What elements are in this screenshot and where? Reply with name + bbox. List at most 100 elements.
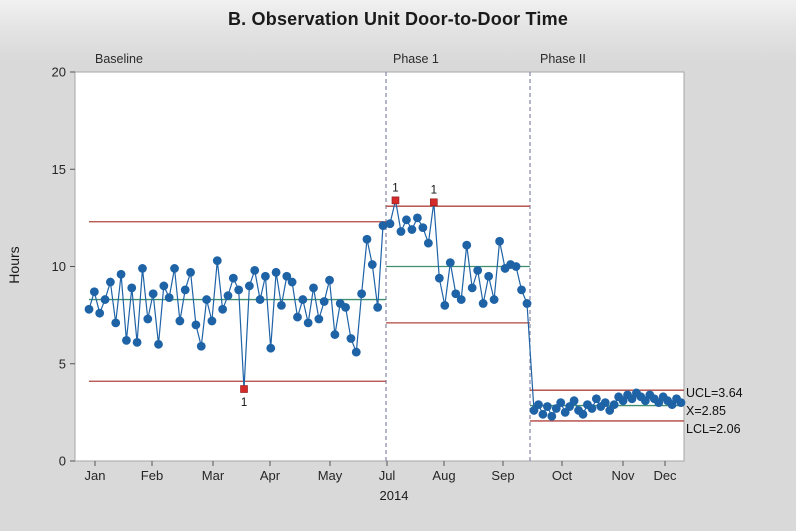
data-point: [418, 223, 428, 233]
data-point: [293, 312, 302, 322]
phase-label-baseline: Baseline: [95, 52, 143, 66]
x-tick-label: Aug: [432, 468, 455, 483]
y-axis-title: Hours: [6, 246, 22, 284]
data-point: [105, 277, 115, 287]
x-tick-label: Dec: [653, 468, 677, 483]
data-point: [609, 400, 619, 409]
x-tick-label: Sep: [491, 468, 514, 483]
data-point: [298, 295, 308, 304]
data-point: [462, 240, 472, 250]
data-point: [255, 295, 265, 304]
data-point: [517, 285, 526, 295]
data-point: [407, 225, 417, 234]
ucl-annotation: UCL=3.64: [686, 386, 743, 400]
data-point: [542, 402, 552, 411]
phase-label-phase-1: Phase 1: [393, 52, 439, 66]
y-tick-label: 0: [59, 454, 66, 469]
data-point: [676, 398, 686, 408]
x-tick-label: May: [318, 468, 343, 483]
data-point: [522, 299, 532, 308]
data-point: [175, 316, 185, 326]
data-point: [362, 234, 372, 244]
data-point: [396, 227, 406, 236]
data-point: [538, 409, 548, 419]
data-point: [330, 330, 340, 339]
data-point: [186, 267, 195, 277]
data-point: [154, 339, 163, 349]
data-point: [378, 221, 388, 231]
data-point: [373, 302, 383, 312]
data-point: [159, 281, 169, 291]
data-point: [95, 308, 105, 318]
x-tick-label: Jul: [379, 468, 396, 483]
chart-title: B. Observation Unit Door-to-Door Time: [227, 9, 569, 29]
data-point: [578, 409, 588, 419]
data-point: [212, 256, 222, 266]
data-point: [478, 299, 488, 308]
data-point: [89, 287, 99, 297]
data-point: [84, 304, 94, 314]
mean-annotation: X=2.85: [686, 404, 726, 418]
data-point: [148, 289, 158, 299]
data-point: [591, 394, 601, 404]
data-point: [122, 336, 131, 345]
data-point: [413, 213, 422, 223]
plot-area: [74, 71, 685, 462]
data-point: [423, 238, 433, 248]
data-point: [600, 398, 610, 408]
data-point: [456, 295, 466, 304]
y-tick-label: 15: [52, 162, 66, 177]
data-point: [228, 273, 238, 283]
data-point: [314, 314, 324, 324]
data-point: [569, 396, 579, 406]
data-point: [282, 271, 292, 281]
data-point: [287, 277, 297, 287]
data-point: [266, 343, 276, 353]
data-point: [116, 269, 126, 279]
x-tick-label: Feb: [141, 468, 163, 483]
data-point: [319, 297, 329, 306]
ooc-point: [430, 198, 438, 207]
x-tick-label: Mar: [202, 468, 225, 483]
phase-label-phase-2: Phase II: [540, 52, 586, 66]
data-point: [346, 334, 356, 343]
data-point: [467, 283, 477, 293]
y-tick-label: 20: [52, 65, 66, 80]
data-point: [351, 347, 361, 357]
x-tick-label: Nov: [611, 468, 635, 483]
data-point: [138, 264, 147, 273]
data-point: [341, 302, 350, 312]
data-point: [547, 411, 557, 421]
data-point: [587, 404, 597, 413]
y-tick-label: 5: [59, 356, 66, 371]
data-point: [100, 295, 110, 304]
data-point: [127, 283, 137, 293]
data-point: [191, 320, 201, 330]
data-point: [534, 400, 543, 409]
data-point: [303, 318, 313, 328]
data-point: [309, 283, 318, 293]
ooc-label: 1: [431, 184, 437, 196]
data-point: [402, 215, 411, 225]
data-point: [556, 398, 566, 408]
ooc-label: 1: [241, 397, 247, 409]
data-point: [473, 265, 483, 275]
data-point: [367, 260, 377, 269]
data-point: [250, 265, 260, 275]
data-point: [111, 318, 121, 328]
data-point: [234, 285, 244, 295]
data-point: [277, 301, 286, 310]
ooc-point: [240, 385, 248, 393]
y-tick-label: 10: [52, 259, 66, 274]
data-point: [261, 271, 270, 281]
lcl-annotation: LCL=2.06: [686, 422, 741, 436]
data-point: [202, 295, 212, 304]
data-point: [223, 291, 233, 301]
data-point: [325, 275, 334, 285]
data-point: [164, 293, 174, 303]
data-point: [143, 314, 153, 324]
data-point: [218, 304, 228, 314]
data-point: [484, 271, 494, 281]
